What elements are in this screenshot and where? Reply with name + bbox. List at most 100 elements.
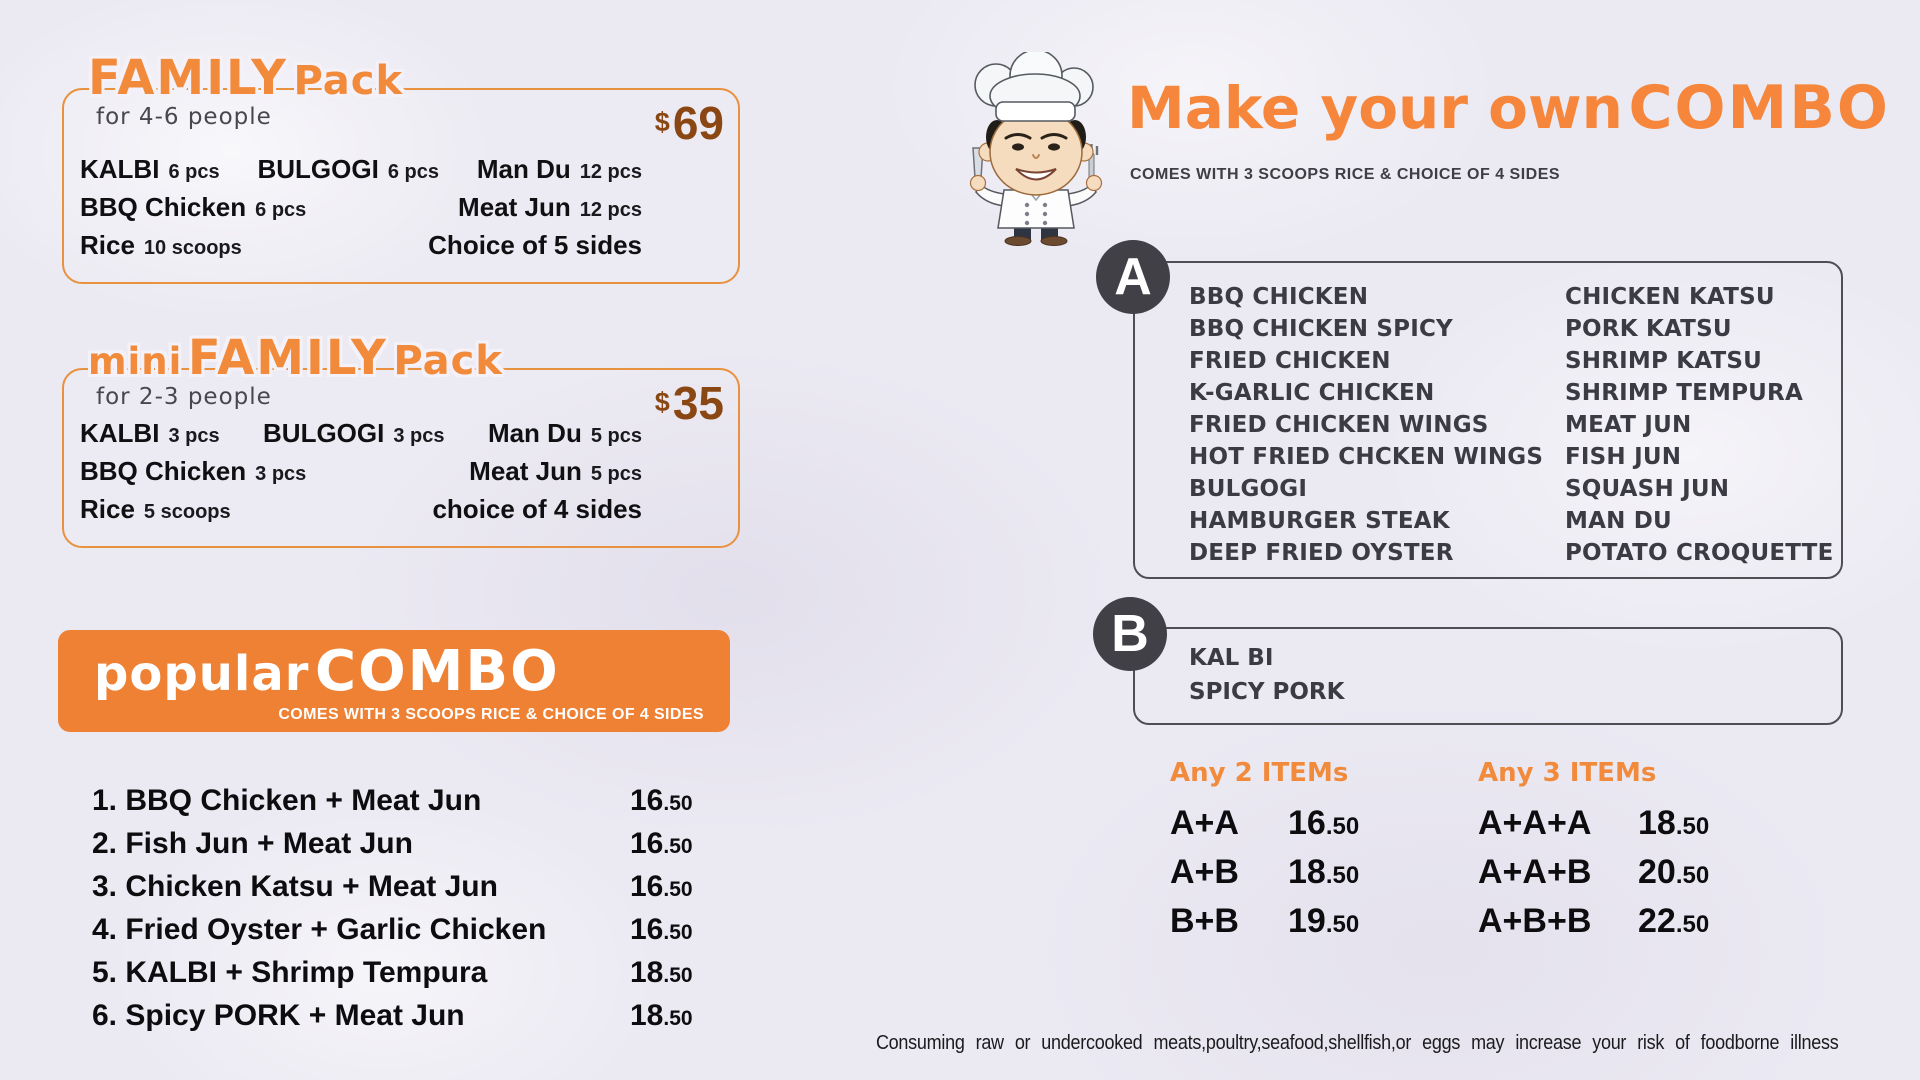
popular-combo-list: 1. BBQ Chicken + Meat Jun 16.50 2. Fish …: [92, 784, 732, 1042]
pack-item: BULGOGI 3 pcs: [263, 418, 445, 449]
pack-row: Rice 10 scoops Choice of 5 sides: [80, 230, 642, 268]
foodborne-illness-disclaimer: Consuming raw or undercooked meats,poult…: [875, 1032, 1839, 1054]
make-your-own-title: Make your own COMBO: [1127, 78, 1890, 138]
pack-item: Meat Jun 5 pcs: [469, 456, 642, 487]
combo-row: 2. Fish Jun + Meat Jun 16.50: [92, 827, 732, 870]
family-pack-serves: for 4-6 people: [96, 104, 272, 130]
item-name: Meat Jun: [458, 192, 571, 222]
combo-a-item: POTATO CROQUETTE: [1565, 540, 1834, 566]
any-2-items-header: Any 2 ITEMs: [1170, 758, 1349, 788]
price-cents: .50: [663, 878, 693, 901]
myo-title-plain: Make your own: [1127, 74, 1623, 142]
combo-label: 5. KALBI + Shrimp Tempura: [92, 956, 488, 989]
mini-pack-title: mini FAMILY Pack: [88, 334, 503, 382]
family-pack-items: KALBI 6 pcs BULGOGI 6 pcs Man Du 12 pcs BBQ…: [80, 154, 642, 268]
group-a-column-1: BBQ CHICKEN BBQ CHICKEN SPICY FRIED CHIC…: [1189, 281, 1543, 569]
combo-label: 6. Spicy PORK + Meat Jun: [92, 999, 465, 1032]
item-name: KALBI: [80, 418, 160, 448]
combo-code: A+B+B: [1478, 902, 1592, 940]
family-pack-title-accent: FAMILY: [88, 50, 288, 106]
price-dollars: 16: [630, 827, 664, 860]
pack-row: KALBI 6 pcs BULGOGI 6 pcs Man Du 12 pcs: [80, 154, 642, 192]
combo-a-item: MEAT JUN: [1565, 412, 1692, 438]
combo-price: 16.50: [630, 913, 732, 947]
combo-price: 18.50: [1288, 853, 1359, 892]
price-dollars: 16: [630, 913, 664, 946]
pack-item: Man Du 12 pcs: [477, 154, 642, 185]
combo-price: 16.50: [630, 827, 732, 861]
item-name: KALBI: [80, 154, 160, 184]
pack-item: BBQ Chicken 6 pcs: [80, 192, 306, 223]
chef-illustration: [969, 52, 1103, 246]
combo-code: A+A+B: [1478, 853, 1592, 891]
price-cents: .50: [1325, 813, 1360, 840]
chef-hat: [974, 52, 1094, 122]
pack-item: Rice 10 scoops: [80, 230, 242, 261]
combo-row: 3. Chicken Katsu + Meat Jun 16.50: [92, 870, 732, 913]
price-dollars: 16: [1288, 804, 1326, 842]
combo-a-item: PORK KATSU: [1565, 316, 1732, 342]
combo-a-item: BBQ CHICKEN: [1189, 284, 1369, 310]
combo-a-item: SQUASH JUN: [1565, 476, 1730, 502]
combo-label: 2. Fish Jun + Meat Jun: [92, 827, 413, 860]
price-dollars: 19: [1288, 902, 1326, 940]
any-3-items-pricing: Any 3 ITEMs A+A+A 18.50 A+A+B 20.50 A+B+…: [1478, 758, 1709, 951]
combo-a-item: BBQ CHICKEN SPICY: [1189, 316, 1453, 342]
combo-code: A+B: [1170, 853, 1239, 891]
combo-a-item: DEEP FRIED OYSTER: [1189, 540, 1454, 566]
price-cents: .50: [663, 921, 693, 944]
item-name: Choice of 5 sides: [428, 230, 642, 260]
pack-row: BBQ Chicken 6 pcs Meat Jun 12 pcs: [80, 192, 642, 230]
pack-item: Rice 5 scoops: [80, 494, 231, 525]
mini-pack-serves: for 2-3 people: [96, 384, 272, 410]
combo-a-item: FISH JUN: [1565, 444, 1682, 470]
pack-item: Man Du 5 pcs: [488, 418, 642, 449]
any-3-items-header: Any 3 ITEMs: [1478, 758, 1657, 788]
combo-price: 18.50: [630, 999, 732, 1033]
pricing-row: A+B 18.50: [1170, 853, 1359, 902]
pricing-row: A+B+B 22.50: [1478, 902, 1709, 951]
price-amount: 35: [672, 377, 724, 429]
myo-title-accent: COMBO: [1628, 73, 1890, 143]
combo-price: 16.50: [1288, 804, 1359, 843]
combo-a-item: K-GARLIC CHICKEN: [1189, 380, 1435, 406]
group-a-badge: A: [1096, 240, 1170, 314]
group-b-box: KAL BI SPICY PORK: [1133, 627, 1843, 725]
item-qty: 6 pcs: [255, 199, 307, 221]
item-name: choice of 4 sides: [432, 494, 642, 524]
popular-combo-subtitle: COMES WITH 3 SCOOPS RICE & CHOICE OF 4 S…: [278, 706, 704, 723]
currency-sign: $: [654, 387, 670, 417]
price-dollars: 18: [1638, 804, 1676, 842]
combo-price: 16.50: [630, 870, 732, 904]
pricing-row: A+A+B 20.50: [1478, 853, 1709, 902]
item-name: BBQ Chicken: [80, 456, 247, 486]
banner-word-combo: COMBO: [314, 639, 560, 704]
combo-price: 18.50: [630, 956, 732, 990]
make-your-own-subtitle: COMES WITH 3 SCOOPS RICE & CHOICE OF 4 S…: [1130, 166, 1561, 183]
item-name: BULGOGI: [263, 418, 385, 448]
combo-code: B+B: [1170, 902, 1239, 940]
price-cents: .50: [1675, 862, 1710, 889]
item-name: Man Du: [476, 154, 571, 184]
price-dollars: 16: [630, 784, 664, 817]
group-a-column-2: CHICKEN KATSU PORK KATSU SHRIMP KATSU SH…: [1565, 281, 1833, 569]
mini-pack-title-rest: Pack: [393, 338, 503, 384]
pack-item: BBQ Chicken 3 pcs: [80, 456, 306, 487]
item-qty: 3 pcs: [168, 425, 220, 447]
item-qty: 10 scoops: [143, 237, 242, 259]
pack-item: KALBI 6 pcs: [80, 154, 220, 185]
combo-price: 22.50: [1638, 902, 1709, 941]
price-amount: 69: [672, 97, 724, 149]
combo-price: 18.50: [1638, 804, 1709, 843]
combo-a-item: HOT FRIED CHCKEN WINGS: [1189, 444, 1544, 470]
any-2-items-pricing: Any 2 ITEMs A+A 16.50 A+B 18.50 B+B 19.5…: [1170, 758, 1359, 951]
combo-a-item: FRIED CHICKEN: [1189, 348, 1391, 374]
item-name: Meat Jun: [469, 456, 582, 486]
item-qty: 3 pcs: [393, 425, 445, 447]
price-cents: .50: [1325, 862, 1360, 889]
family-pack-price: $69: [655, 96, 724, 150]
item-name: BULGOGI: [257, 154, 379, 184]
mini-pack-title-accent: FAMILY: [187, 330, 388, 386]
price-cents: .50: [663, 792, 693, 815]
